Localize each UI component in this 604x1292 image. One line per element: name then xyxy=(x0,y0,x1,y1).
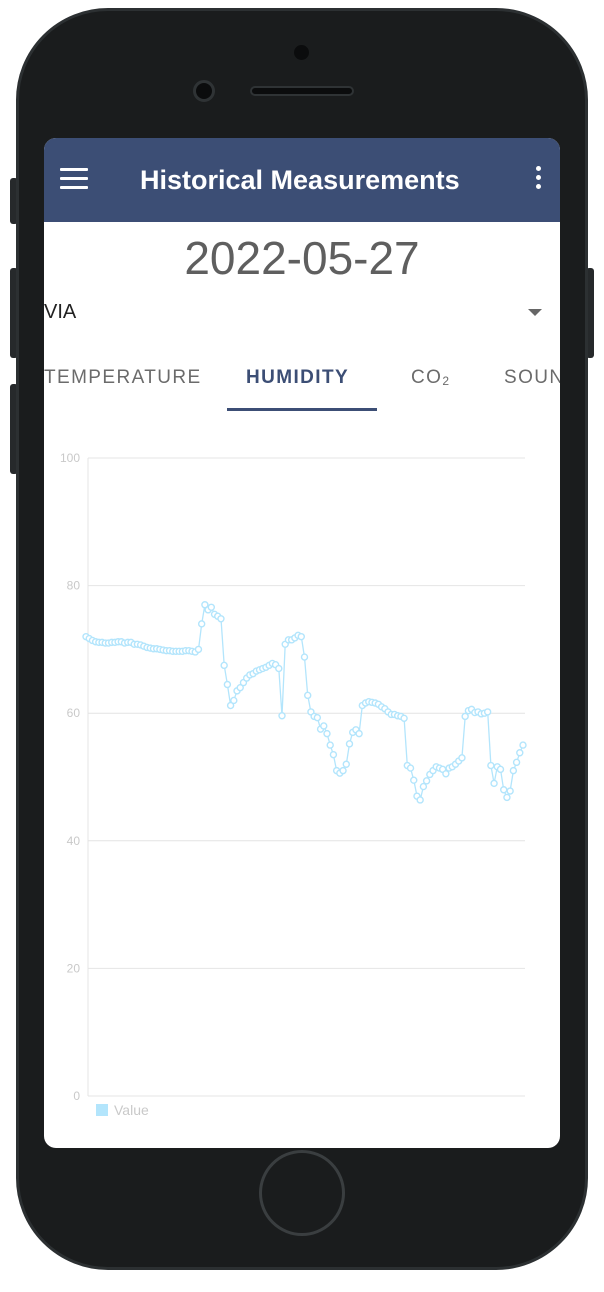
data-point[interactable] xyxy=(320,722,328,730)
data-point[interactable] xyxy=(201,601,209,609)
active-tab-indicator xyxy=(227,408,377,411)
location-select[interactable]: VIA xyxy=(44,292,560,332)
y-tick-label: 20 xyxy=(67,961,81,975)
chart-svg: 100 80 60 40 20 0 Value xyxy=(60,451,527,1118)
data-point[interactable] xyxy=(342,760,350,768)
data-point[interactable] xyxy=(345,740,354,748)
hamburger-menu-icon[interactable] xyxy=(60,168,90,190)
volume-up-button xyxy=(10,268,18,358)
earpiece-speaker xyxy=(250,86,354,96)
data-point[interactable] xyxy=(236,683,244,692)
data-point[interactable] xyxy=(326,741,334,749)
legend-label: Value xyxy=(114,1102,149,1118)
data-point[interactable] xyxy=(313,713,322,722)
data-point[interactable] xyxy=(223,680,232,689)
y-tick-label: 40 xyxy=(67,834,81,848)
power-button xyxy=(586,268,594,358)
data-point[interactable] xyxy=(519,741,527,749)
data-point[interactable] xyxy=(496,765,505,774)
dropdown-arrow-icon xyxy=(528,309,542,316)
data-point[interactable] xyxy=(506,787,514,795)
data-point[interactable] xyxy=(516,749,524,757)
data-point[interactable] xyxy=(329,750,338,759)
data-point[interactable] xyxy=(217,615,225,623)
data-point[interactable] xyxy=(207,603,216,611)
more-vertical-icon[interactable] xyxy=(530,166,546,194)
data-point[interactable] xyxy=(406,764,415,772)
tab-sound[interactable]: SOUN xyxy=(504,367,560,388)
data-point[interactable] xyxy=(410,776,418,784)
data-point[interactable] xyxy=(300,653,309,661)
volume-down-button xyxy=(10,384,18,474)
data-point[interactable] xyxy=(458,754,466,762)
data-point[interactable] xyxy=(197,620,206,628)
data-point[interactable] xyxy=(230,696,238,705)
y-tick-label: 100 xyxy=(60,451,80,465)
data-point[interactable] xyxy=(275,664,283,673)
tab-humidity[interactable]: HUMIDITY xyxy=(246,367,350,388)
y-tick-label: 60 xyxy=(67,706,81,720)
y-tick-label: 80 xyxy=(67,579,81,593)
front-camera-icon xyxy=(193,80,215,102)
data-point[interactable] xyxy=(509,766,518,775)
app-bar: Historical Measurements xyxy=(44,138,560,222)
data-point[interactable] xyxy=(355,729,363,738)
measurement-tabs: TEMPERATURE HUMIDITY CO2 SOUN xyxy=(44,354,560,412)
data-point[interactable] xyxy=(500,786,508,794)
data-point[interactable] xyxy=(278,712,286,720)
data-point[interactable] xyxy=(461,712,469,721)
data-point[interactable] xyxy=(400,714,408,723)
data-point[interactable] xyxy=(442,770,450,778)
tab-co2[interactable]: CO2 xyxy=(411,366,449,390)
data-point[interactable] xyxy=(194,645,203,654)
data-point[interactable] xyxy=(297,632,305,641)
location-select-value: VIA xyxy=(44,301,77,323)
data-point[interactable] xyxy=(512,758,521,767)
data-point[interactable] xyxy=(419,782,428,791)
data-point[interactable] xyxy=(220,661,228,670)
data-point[interactable] xyxy=(323,729,331,738)
tab-co2-subscript: 2 xyxy=(442,374,449,388)
series-line xyxy=(85,602,524,802)
data-point[interactable] xyxy=(483,708,492,716)
y-tick-label: 0 xyxy=(73,1089,80,1103)
data-point[interactable] xyxy=(226,701,235,710)
data-point[interactable] xyxy=(416,796,424,804)
tab-co2-label: CO xyxy=(411,367,443,388)
proximity-sensor xyxy=(294,45,309,60)
data-point[interactable] xyxy=(304,691,312,700)
data-point[interactable] xyxy=(422,777,431,785)
data-point[interactable] xyxy=(490,779,498,788)
home-button[interactable] xyxy=(259,1150,345,1236)
data-point[interactable] xyxy=(339,766,347,775)
humidity-chart: 100 80 60 40 20 0 Value xyxy=(44,444,560,1124)
mute-switch xyxy=(10,178,18,224)
tab-temperature[interactable]: TEMPERATURE xyxy=(44,367,202,388)
legend-swatch xyxy=(96,1104,108,1116)
data-point[interactable] xyxy=(503,793,511,802)
selected-date[interactable]: 2022-05-27 xyxy=(184,232,420,284)
app-screen: Historical Measurements 2022-05-27 VIA T… xyxy=(44,138,560,1148)
page-title: Historical Measurements xyxy=(140,165,460,195)
data-point[interactable] xyxy=(487,761,495,770)
